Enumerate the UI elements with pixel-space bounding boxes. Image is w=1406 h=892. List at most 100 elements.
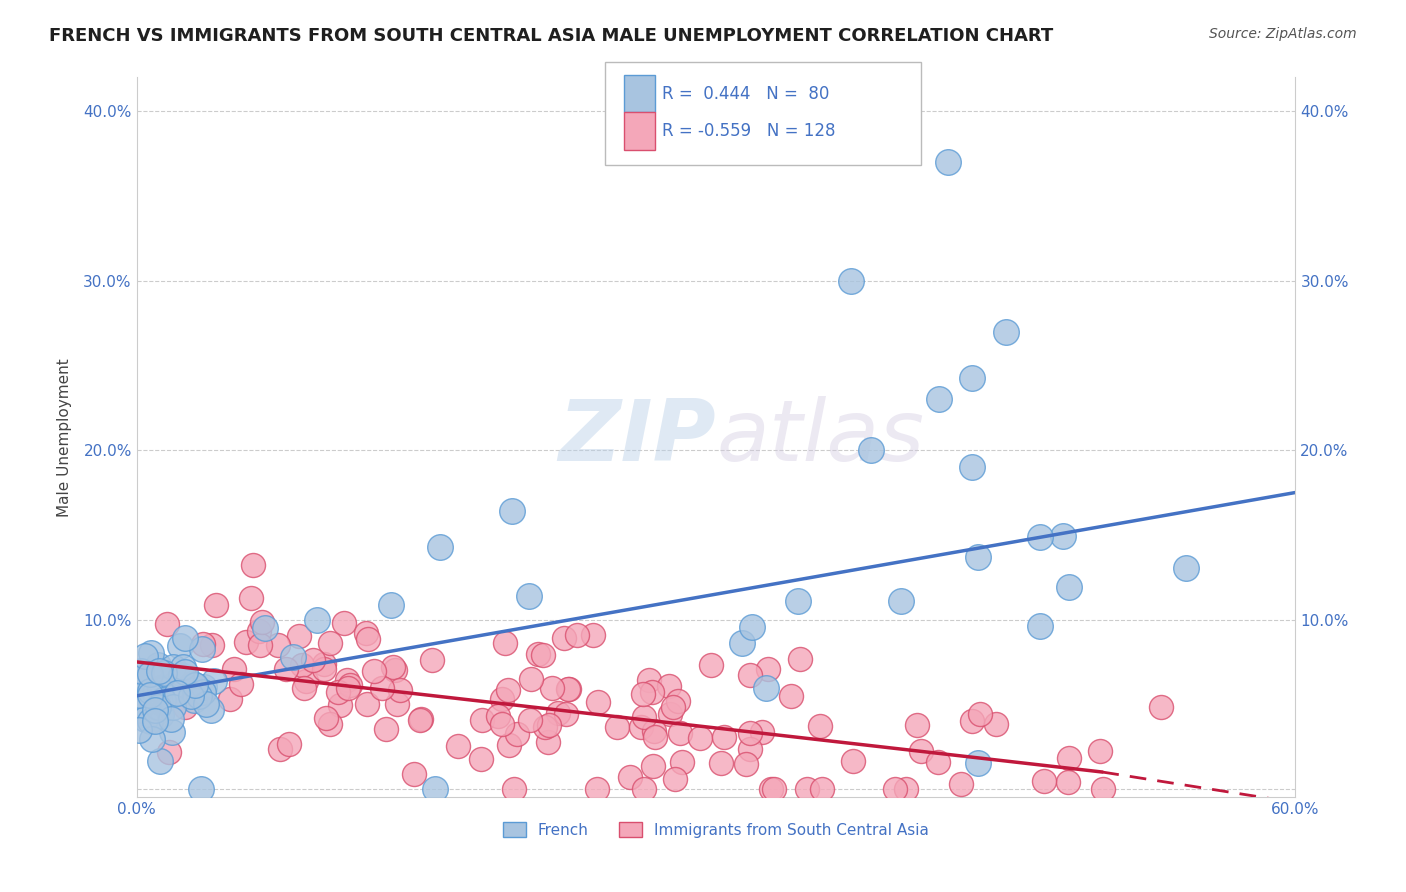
Point xyxy=(470,752,492,766)
Point xyxy=(1057,580,1080,594)
Point xyxy=(756,661,779,675)
Point xyxy=(741,620,763,634)
Point xyxy=(738,726,761,740)
Point xyxy=(319,716,342,731)
Point xyxy=(202,674,225,689)
Point xyxy=(145,711,167,725)
Point xyxy=(148,664,170,678)
Point xyxy=(143,703,166,717)
Point xyxy=(138,688,160,702)
Text: ZIP: ZIP xyxy=(558,396,716,479)
Point xyxy=(471,713,494,727)
Point xyxy=(527,648,550,662)
Point xyxy=(905,717,928,731)
Point xyxy=(755,681,778,695)
Point xyxy=(1091,782,1114,797)
Point xyxy=(389,682,412,697)
Point xyxy=(219,692,242,706)
Point xyxy=(630,721,652,735)
Point xyxy=(170,668,193,682)
Point xyxy=(159,745,181,759)
Point xyxy=(134,712,156,726)
Point xyxy=(557,682,579,697)
Point xyxy=(146,700,169,714)
Text: FRENCH VS IMMIGRANTS FROM SOUTH CENTRAL ASIA MALE UNEMPLOYMENT CORRELATION CHART: FRENCH VS IMMIGRANTS FROM SOUTH CENTRAL … xyxy=(49,27,1053,45)
Point xyxy=(281,649,304,664)
Point xyxy=(174,699,197,714)
Point xyxy=(966,756,988,770)
Point xyxy=(661,700,683,714)
Point xyxy=(162,700,184,714)
Point xyxy=(190,782,212,797)
Point xyxy=(501,503,523,517)
Point xyxy=(558,682,581,697)
Text: R = -0.559   N = 128: R = -0.559 N = 128 xyxy=(662,122,835,140)
Point xyxy=(486,709,509,723)
Point xyxy=(235,635,257,649)
Point xyxy=(411,712,433,726)
Point xyxy=(890,594,912,608)
Point xyxy=(269,742,291,756)
Point xyxy=(356,632,378,646)
Point xyxy=(666,694,689,708)
Point xyxy=(159,689,181,703)
Point xyxy=(519,714,541,728)
Point xyxy=(658,679,681,693)
Point xyxy=(669,726,692,740)
Point xyxy=(637,673,659,687)
Point xyxy=(231,677,253,691)
Point xyxy=(150,680,173,694)
Point xyxy=(713,730,735,744)
Point xyxy=(222,662,245,676)
Point xyxy=(302,653,325,667)
Point xyxy=(738,668,761,682)
Point xyxy=(250,615,273,629)
Point xyxy=(191,685,214,699)
Point xyxy=(1057,751,1080,765)
Point xyxy=(420,653,443,667)
Point xyxy=(949,777,972,791)
Point xyxy=(503,782,526,797)
Point xyxy=(811,782,834,797)
Point xyxy=(1150,699,1173,714)
Point xyxy=(491,691,513,706)
Point xyxy=(240,591,263,605)
Point xyxy=(658,706,681,721)
Point xyxy=(169,639,191,653)
Point xyxy=(170,669,193,683)
Point xyxy=(984,717,1007,731)
Point xyxy=(172,660,194,674)
Point xyxy=(187,689,209,703)
Point xyxy=(1029,529,1052,543)
Point xyxy=(384,663,406,677)
Point xyxy=(371,681,394,696)
Point xyxy=(928,392,950,406)
Point xyxy=(894,782,917,797)
Point xyxy=(1052,529,1074,543)
Point xyxy=(1174,561,1197,575)
Point xyxy=(962,459,984,474)
Point xyxy=(927,755,949,769)
Point xyxy=(994,325,1017,339)
Point xyxy=(796,782,818,797)
Point xyxy=(541,681,564,695)
Point xyxy=(842,754,865,768)
Point xyxy=(789,652,811,666)
Point xyxy=(402,767,425,781)
Point xyxy=(129,698,152,712)
Point xyxy=(565,628,588,642)
Point xyxy=(242,558,264,572)
Point xyxy=(173,670,195,684)
Point xyxy=(184,678,207,692)
Point xyxy=(734,756,756,771)
Point xyxy=(689,731,711,746)
Point xyxy=(143,714,166,729)
Point xyxy=(195,697,218,711)
Point xyxy=(139,646,162,660)
Point xyxy=(326,685,349,699)
Point xyxy=(555,706,578,721)
Point xyxy=(162,660,184,674)
Point xyxy=(129,664,152,678)
Point xyxy=(936,155,959,169)
Point xyxy=(329,698,352,712)
